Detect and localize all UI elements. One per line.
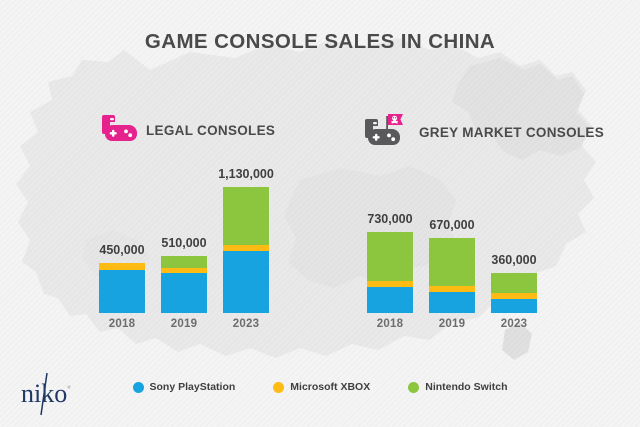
- section-label-grey: GREY MARKET CONSOLES: [419, 125, 605, 140]
- bar-segment: [99, 262, 145, 270]
- bar-segment: [367, 231, 413, 281]
- stacked-bar[interactable]: [367, 231, 413, 313]
- bar-segment: [491, 293, 537, 299]
- stacked-bar[interactable]: [491, 272, 537, 313]
- stacked-bar[interactable]: [161, 256, 207, 313]
- legend-item-switch: Nintendo Switch: [408, 381, 507, 393]
- bar-slot: 1,130,000 2023: [218, 167, 274, 330]
- bar-segment: [161, 267, 207, 273]
- niko-logo: niko: [17, 370, 81, 423]
- stacked-bar[interactable]: [223, 187, 269, 313]
- bar-segment: [161, 256, 207, 268]
- bar-slot: 360,000 2023: [491, 253, 537, 330]
- bar-segment: [223, 250, 269, 313]
- legend-item-playstation: Sony PlayStation: [132, 381, 236, 393]
- bar-value-label: 360,000: [491, 252, 537, 267]
- bar-segment: [429, 285, 475, 292]
- bar-year-label: 2019: [170, 318, 198, 330]
- section-header-grey: GREY MARKET CONSOLES: [363, 113, 604, 152]
- bar-segment: [223, 187, 269, 245]
- bar-segment: [223, 244, 269, 251]
- bar-segment: [161, 272, 207, 313]
- bar-year-label: 2018: [376, 318, 404, 330]
- bar-segment: [429, 238, 475, 286]
- legend-swatch-switch: [408, 381, 420, 393]
- bar-segment: [491, 272, 537, 294]
- gamepad-icon: [100, 113, 138, 148]
- legend-label-xbox: Microsoft XBOX: [290, 381, 371, 393]
- legend-swatch-xbox: [273, 381, 285, 393]
- bar-year-label: 2019: [438, 318, 466, 330]
- bar-segment: [367, 287, 413, 313]
- bar-value-label: 450,000: [99, 242, 145, 257]
- niko-logo-text: niko: [21, 379, 67, 408]
- bar-year-label: 2018: [108, 318, 136, 330]
- bar-value-label: 670,000: [429, 218, 475, 233]
- section-label-legal: LEGAL CONSOLES: [146, 123, 276, 138]
- bar-segment: [99, 269, 145, 313]
- chart-legend: Sony PlayStation Microsoft XBOX Nintendo…: [0, 381, 640, 393]
- bar-group-grey: 730,000 2018 670,000 2019 360,000 2023: [363, 160, 563, 335]
- legend-item-xbox: Microsoft XBOX: [273, 381, 370, 393]
- bar-slot: 730,000 2018: [367, 212, 413, 330]
- legend-swatch-playstation: [132, 381, 144, 393]
- section-header-legal: LEGAL CONSOLES: [100, 113, 275, 148]
- bar-year-label: 2023: [500, 318, 528, 330]
- bar-value-label: 730,000: [367, 211, 413, 226]
- bar-year-label: 2023: [232, 318, 260, 330]
- bar-slot: 510,000 2019: [161, 236, 207, 330]
- gamepad-pirate-flag-icon: [363, 113, 411, 152]
- legend-label-playstation: Sony PlayStation: [149, 381, 236, 393]
- bar-segment: [491, 298, 537, 313]
- bar-group-legal: 450,000 2018 510,000 2019 1,130,000 2023: [95, 160, 295, 335]
- bar-value-label: 1,130,000: [218, 167, 274, 181]
- stacked-bar[interactable]: [429, 238, 475, 313]
- legend-label-switch: Nintendo Switch: [425, 381, 508, 393]
- bar-segment: [429, 291, 475, 313]
- bar-segment: [367, 280, 413, 288]
- page-title: GAME CONSOLE SALES IN CHINA: [144, 30, 496, 53]
- bar-slot: 450,000 2018: [99, 243, 145, 330]
- stacked-bar[interactable]: [99, 262, 145, 313]
- bar-value-label: 510,000: [161, 236, 207, 251]
- bar-slot: 670,000 2019: [429, 218, 475, 330]
